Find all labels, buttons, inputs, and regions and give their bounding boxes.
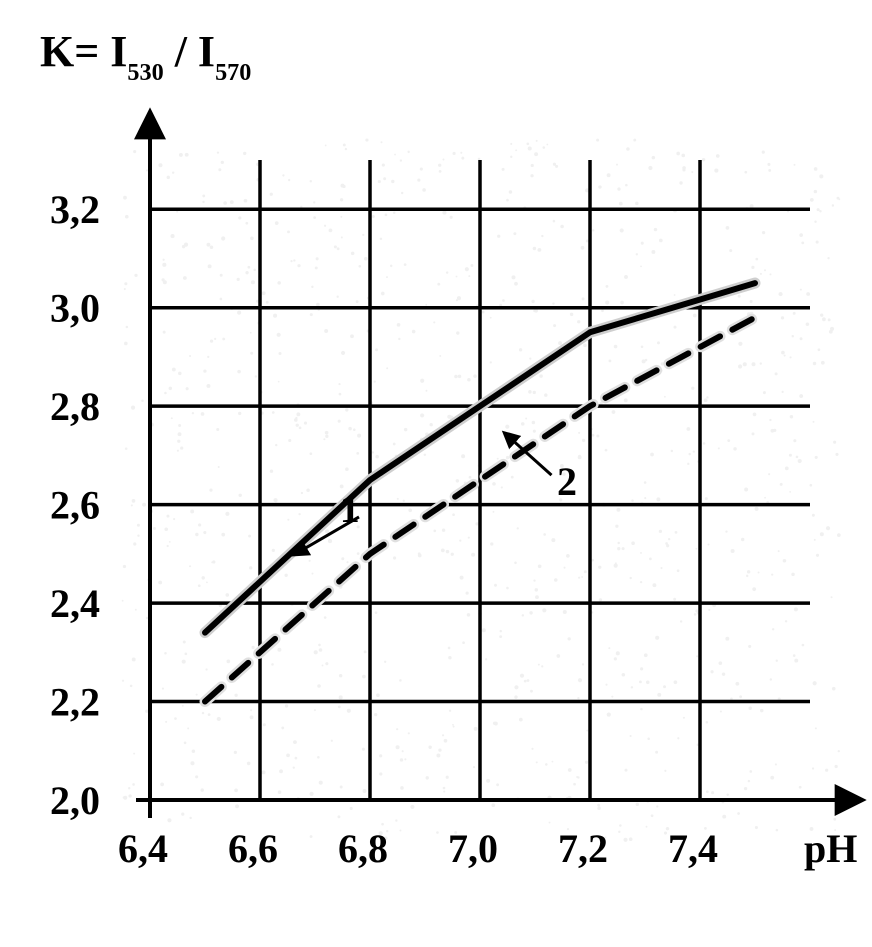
y-tick-label: 2,2 [50,680,100,725]
y-tick-label: 2,8 [50,384,100,429]
x-tick-label: 6,4 [118,826,168,871]
x-tick-label: 6,8 [338,826,388,871]
y-tick-label: 3,0 [50,286,100,331]
chart-svg: 2,0 2,2 2,4 2,6 2,8 3,0 3,2 6,4 6,6 6,8 7,0 7,2 7,4 p… [0,0,872,947]
y-tick-label: 2,0 [50,778,100,823]
series-label: 2 [557,459,577,504]
y-tick-label: 3,2 [50,187,100,232]
y-tick-label: 2,6 [50,483,100,528]
x-tick-label: 7,4 [668,826,718,871]
x-tick-label: 7,0 [448,826,498,871]
x-tick-label: 7,2 [558,826,608,871]
series-label: 1 [340,486,360,531]
x-axis-label: pH [804,826,857,871]
y-tick-label: 2,4 [50,581,100,626]
x-tick-label: 6,6 [228,826,278,871]
